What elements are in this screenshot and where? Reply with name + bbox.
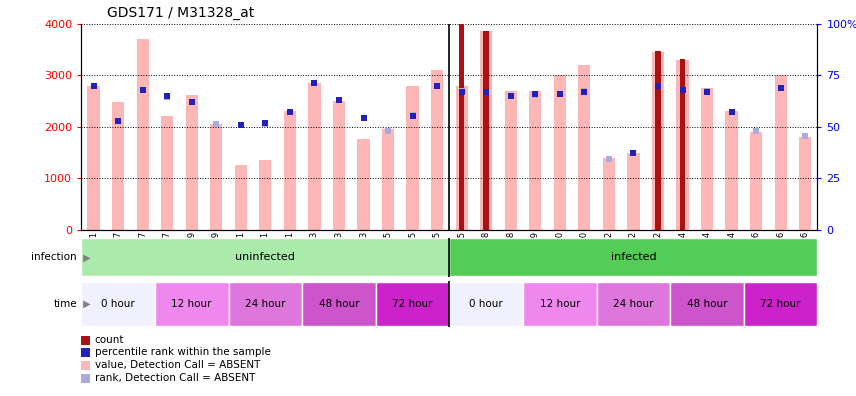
Bar — [259, 160, 271, 230]
Bar — [680, 59, 686, 230]
Bar — [81, 374, 90, 383]
Text: 12 hour: 12 hour — [539, 299, 580, 309]
Bar — [750, 132, 762, 230]
Bar — [407, 86, 419, 230]
Bar — [431, 70, 443, 230]
Bar — [627, 153, 639, 230]
Bar — [676, 60, 688, 230]
Bar — [210, 124, 223, 230]
Bar — [775, 75, 787, 230]
Bar — [186, 95, 198, 230]
Text: infected: infected — [610, 252, 657, 263]
Bar — [603, 158, 615, 230]
Bar — [81, 238, 449, 276]
Text: uninfected: uninfected — [235, 252, 295, 263]
Text: time: time — [53, 299, 77, 309]
Bar — [87, 86, 99, 230]
Bar — [81, 348, 90, 357]
Bar — [670, 282, 744, 326]
Text: 48 hour: 48 hour — [687, 299, 728, 309]
Bar — [283, 111, 296, 230]
Bar — [449, 238, 817, 276]
Bar — [578, 65, 591, 230]
Bar — [308, 84, 320, 230]
Bar — [799, 137, 811, 230]
Text: 0 hour: 0 hour — [101, 299, 135, 309]
Text: 0 hour: 0 hour — [469, 299, 503, 309]
Text: 72 hour: 72 hour — [392, 299, 433, 309]
Text: 24 hour: 24 hour — [613, 299, 654, 309]
Bar — [701, 88, 713, 230]
Text: 72 hour: 72 hour — [760, 299, 801, 309]
Text: 48 hour: 48 hour — [318, 299, 360, 309]
Bar — [81, 336, 90, 345]
Bar — [455, 86, 467, 230]
Text: value, Detection Call = ABSENT: value, Detection Call = ABSENT — [94, 360, 260, 370]
Bar — [744, 282, 817, 326]
Bar — [651, 52, 664, 230]
Bar — [81, 361, 90, 370]
Text: 24 hour: 24 hour — [245, 299, 286, 309]
Bar — [81, 282, 155, 326]
Text: ▶: ▶ — [80, 299, 91, 309]
Bar — [229, 282, 302, 326]
Bar — [112, 102, 124, 230]
Bar — [376, 282, 449, 326]
Bar — [302, 282, 376, 326]
Bar — [136, 39, 149, 230]
Bar — [725, 111, 738, 230]
Bar — [655, 51, 661, 230]
Bar — [459, 24, 465, 230]
Bar — [529, 91, 541, 230]
Bar — [382, 129, 394, 230]
Text: count: count — [94, 335, 124, 345]
Bar — [480, 32, 492, 230]
Text: GDS171 / M31328_at: GDS171 / M31328_at — [107, 6, 254, 20]
Bar — [554, 75, 566, 230]
Bar — [235, 165, 247, 230]
Text: percentile rank within the sample: percentile rank within the sample — [94, 347, 270, 357]
Bar — [597, 282, 670, 326]
Bar — [504, 91, 517, 230]
Text: infection: infection — [32, 252, 77, 263]
Bar — [523, 282, 597, 326]
Text: rank, Detection Call = ABSENT: rank, Detection Call = ABSENT — [94, 373, 255, 383]
Bar — [449, 282, 523, 326]
Text: ▶: ▶ — [80, 252, 91, 263]
Bar — [155, 282, 229, 326]
Bar — [484, 32, 489, 230]
Bar — [161, 116, 173, 230]
Bar — [357, 139, 370, 230]
Bar — [333, 101, 345, 230]
Text: 12 hour: 12 hour — [171, 299, 212, 309]
